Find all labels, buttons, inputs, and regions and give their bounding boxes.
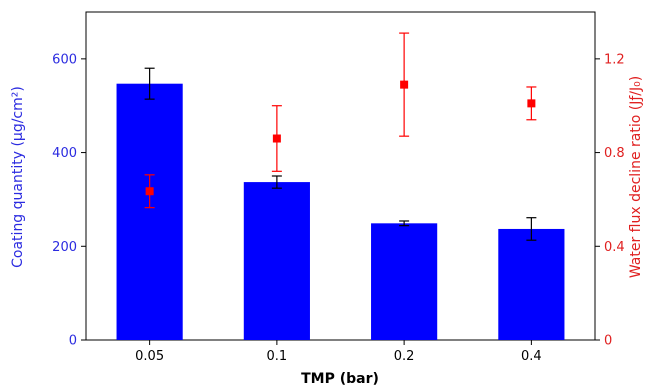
x-tick-label: 0.2 [394,349,415,364]
plot-frame [85,11,596,341]
bars [116,83,565,340]
right-y-tick-label: 0.4 [604,240,625,255]
x-axis-label: TMP (bar) [301,371,379,387]
scatter-point-group [526,86,537,121]
left-y-axis-label: Coating quantity (μg/cm²) [10,86,26,268]
left-y-axis-ticks: 0 200 400 600 [52,52,86,349]
left-y-tick-label: 200 [52,240,77,255]
right-y-tick-label: 0 [604,334,612,349]
right-y-axis-label: Water flux decline ratio (Jƒ/J₀) [628,76,644,278]
scatter-point [145,187,154,196]
left-y-tick-label: 0 [69,334,77,349]
x-tick-label: 0.4 [521,349,542,364]
left-y-tick-label: 600 [52,52,77,67]
scatter-point [272,134,281,143]
scatter-point [527,99,536,108]
right-y-axis-ticks: 0 0.4 0.8 1.2 [595,52,625,349]
left-y-tick-label: 400 [52,146,77,161]
bar-error-bar [399,220,410,227]
bar-error-bar [526,217,537,241]
bar-error-bar [271,175,282,189]
plot-border [85,11,596,341]
scatter-point-group [144,174,155,209]
bar-error-bars [144,67,537,241]
bar [116,83,183,340]
bar-error-bar [144,67,155,100]
right-y-tick-label: 1.2 [604,52,625,67]
scatter-points [144,32,537,209]
x-tick-label: 0.05 [135,349,164,364]
scatter-point [400,80,409,89]
x-tick-label: 0.1 [267,349,288,364]
scatter-point-group [271,105,282,172]
bar [243,182,310,340]
bar [498,228,565,340]
x-axis-ticks: 0.05 0.1 0.2 0.4 [135,340,542,364]
right-y-tick-label: 0.8 [604,146,625,161]
bar [371,223,438,340]
scatter-point-group [399,32,410,137]
